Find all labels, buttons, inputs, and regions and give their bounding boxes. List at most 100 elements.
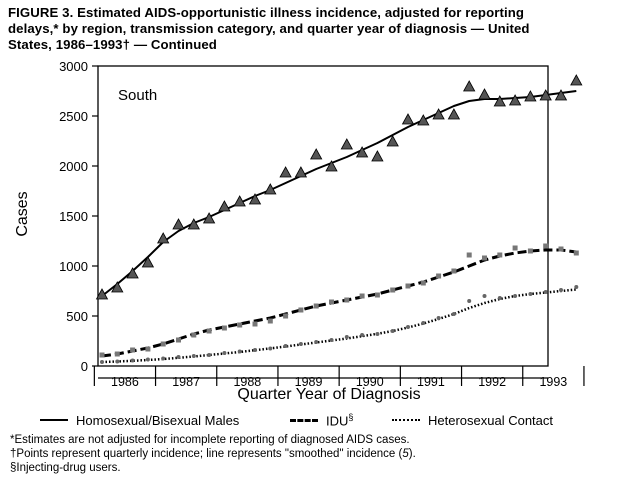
y-tick-label-3000: 3000 — [59, 59, 88, 74]
footnotes: *Estimates are not adjusted for incomple… — [10, 433, 630, 475]
series-1-point-24 — [466, 252, 472, 258]
series-0-point-30 — [554, 89, 568, 101]
x-tick-label-1989: 1989 — [295, 375, 323, 389]
series-0-smoothed-line — [101, 90, 577, 297]
series-2-point-26 — [497, 296, 502, 300]
series-2-point-28 — [528, 292, 533, 296]
series-0-point-6 — [187, 218, 200, 230]
series-1-point-12 — [283, 313, 289, 319]
x-tick-label-1992: 1992 — [478, 375, 506, 389]
series-1-point-25 — [482, 255, 487, 261]
series-1-point-29 — [543, 243, 549, 249]
series-2-smoothed-line — [101, 288, 577, 364]
title-line-3: States, 1986–1993† — Continued — [8, 37, 217, 52]
series-2-point-30 — [559, 288, 563, 292]
series-0-point-11 — [264, 183, 277, 195]
series-0-point-1 — [111, 281, 124, 293]
series-1-point-10 — [252, 321, 258, 327]
footnote-1: *Estimates are not adjusted for incomple… — [10, 434, 410, 446]
series-1-point-14 — [313, 303, 319, 309]
series-2-point-16 — [344, 335, 349, 339]
series-2-point-13 — [298, 342, 303, 346]
series-1-point-18 — [374, 292, 380, 298]
legend: Homosexual/Bisexual Males IDU§ Heterosex… — [40, 410, 630, 430]
series-1-point-7 — [206, 328, 212, 334]
y-tick-label-2500: 2500 — [59, 109, 88, 124]
y-axis: 0 500 1000 1500 2000 2500 3000 — [59, 59, 98, 374]
series-2-point-25 — [482, 294, 487, 298]
series-1-point-16 — [344, 297, 350, 303]
series-0-point-12 — [279, 166, 292, 178]
series-2-point-22 — [436, 316, 441, 320]
series-1-point-0 — [99, 352, 105, 358]
series-1-point-15 — [329, 299, 334, 305]
x-tick-label-1987: 1987 — [172, 375, 200, 389]
series-2-point-5 — [176, 355, 181, 359]
legend-label-idu-sup: § — [348, 411, 354, 422]
title-line-1: FIGURE 3. Estimated AIDS-opportunistic i… — [8, 5, 525, 20]
series-2-point-23 — [451, 312, 456, 316]
series-0-point-5 — [172, 218, 185, 230]
panel-label-south: South — [118, 87, 157, 104]
legend-label-homosexual: Homosexual/Bisexual Males — [76, 412, 240, 428]
series-2-point-17 — [360, 333, 365, 337]
series-1-point-13 — [298, 307, 304, 313]
series-0-point-7 — [202, 212, 216, 224]
series-1-smoothed-line — [101, 248, 577, 358]
legend-idu-text: IDU§ — [326, 412, 353, 428]
series-0-point-18 — [371, 150, 384, 162]
series-1-point-6 — [191, 332, 197, 338]
x-tick-label-1990: 1990 — [356, 375, 384, 389]
series-0-point-22 — [432, 108, 445, 120]
series-0-point-8 — [218, 200, 231, 212]
series-1-point-2 — [130, 347, 136, 353]
series-0-point-29 — [539, 89, 552, 101]
series-2-point-19 — [390, 329, 395, 333]
series-2-point-7 — [207, 353, 212, 357]
title-line-2: delays,* by region, transmission categor… — [8, 21, 530, 36]
series-1 — [99, 243, 579, 358]
legend-item-heterosexual: Heterosexual Contact — [392, 410, 553, 430]
series-0-point-24 — [463, 80, 476, 92]
y-tick-label-0: 0 — [81, 359, 88, 374]
x-tick-label-1991: 1991 — [417, 375, 445, 389]
y-tick-label-1000: 1000 — [59, 259, 88, 274]
series-2-point-24 — [467, 299, 472, 303]
series-0 — [95, 74, 583, 300]
series-1-point-21 — [420, 280, 426, 286]
series-0-point-3 — [141, 256, 155, 268]
series-0-point-27 — [508, 94, 522, 106]
series-2-point-15 — [329, 338, 334, 342]
series-2-point-4 — [161, 356, 166, 361]
y-axis-label: Cases — [14, 191, 31, 236]
series-0-point-31 — [570, 74, 583, 86]
series-2-point-11 — [268, 346, 273, 351]
footnote-2-text-a: †Points represent quarterly incidence; l… — [10, 448, 403, 460]
series-1-point-20 — [405, 283, 411, 289]
series-2-point-12 — [283, 344, 288, 348]
series-2-point-31 — [574, 285, 579, 289]
y-tick-label-1500: 1500 — [59, 209, 88, 224]
series-0-point-15 — [325, 160, 338, 172]
series-1-point-9 — [237, 322, 243, 328]
series-0-point-14 — [310, 148, 323, 160]
series-1-point-28 — [527, 248, 533, 254]
figure-title: FIGURE 3. Estimated AIDS-opportunistic i… — [8, 5, 628, 53]
footnote-2-ref: 5 — [402, 448, 409, 460]
series-1-point-17 — [359, 293, 365, 299]
legend-label-idu: IDU — [326, 413, 349, 429]
series-1-point-23 — [451, 268, 457, 274]
footnote-3: §Injecting-drug users. — [10, 462, 121, 474]
legend-dashed-line-icon — [290, 418, 318, 422]
legend-solid-line-icon — [40, 419, 68, 421]
series-2-point-9 — [237, 349, 242, 354]
series-layer — [95, 74, 583, 364]
series-1-point-1 — [114, 351, 120, 357]
series-2-point-3 — [145, 357, 150, 362]
x-axis-label: Quarter Year of Diagnosis — [237, 386, 420, 403]
series-2-point-21 — [421, 321, 426, 325]
plot-frame — [97, 65, 549, 367]
series-2-point-6 — [191, 354, 196, 358]
series-1-point-27 — [512, 245, 518, 251]
